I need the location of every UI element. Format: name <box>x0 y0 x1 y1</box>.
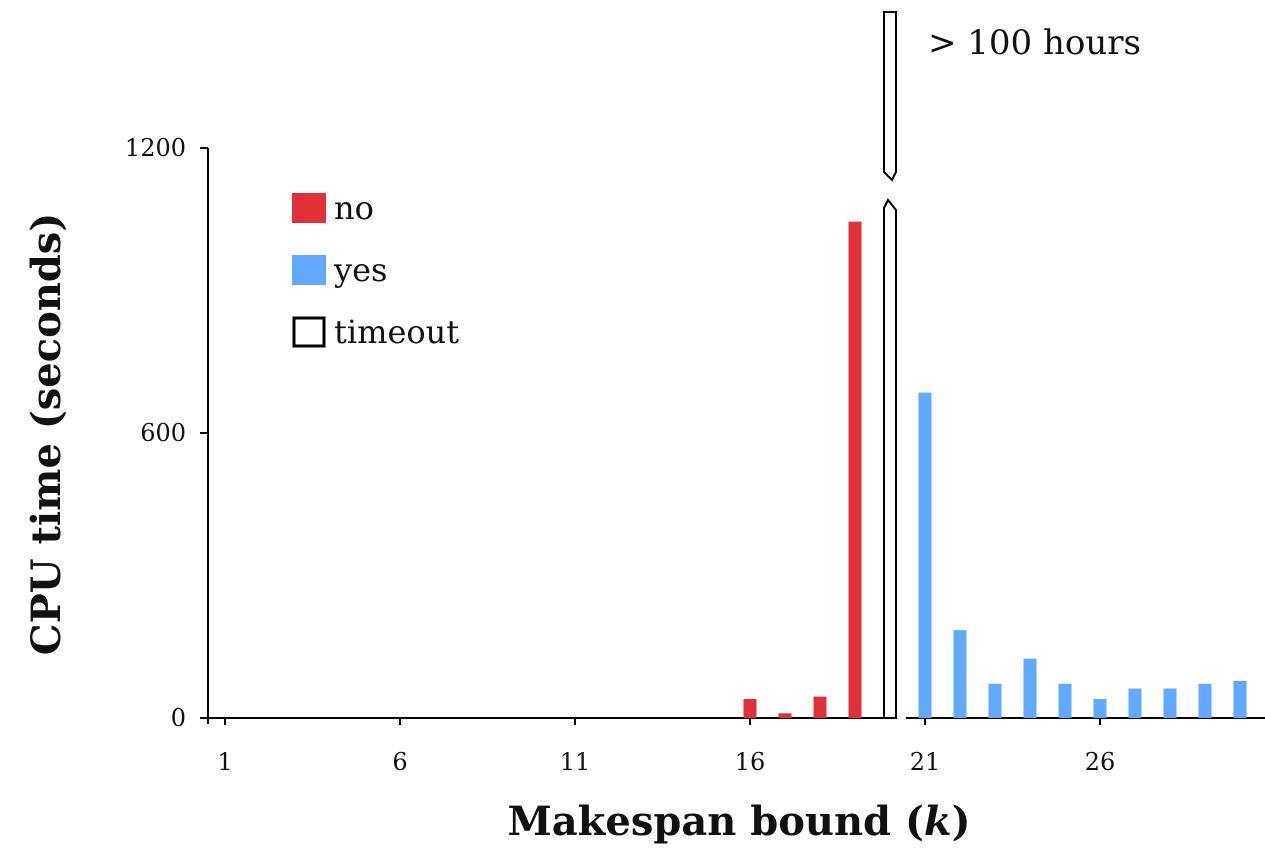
bar-timeout-lower <box>883 198 897 719</box>
y-tick-label: 0 <box>171 704 186 732</box>
x-axis-title-text: Makespan bound ( <box>507 798 923 844</box>
bar-no <box>778 713 792 718</box>
axes-group <box>207 148 1265 724</box>
x-tick-label: 6 <box>392 748 407 776</box>
bar-no <box>813 696 827 718</box>
y-ticks-group: 0 600 1200 <box>125 134 208 732</box>
bar-yes <box>1163 688 1177 718</box>
x-tick-label: 26 <box>1085 748 1116 776</box>
bar-no <box>848 221 862 718</box>
legend-label: yes <box>333 251 387 289</box>
legend-item-no: no <box>292 189 374 227</box>
x-axis-title-variable: k <box>924 798 952 844</box>
legend-swatch <box>292 193 326 223</box>
legend-swatch <box>292 255 326 285</box>
x-axis-title-close: ) <box>952 798 971 844</box>
timeout-annotation: > 100 hours <box>928 23 1141 63</box>
legend-label: no <box>334 189 374 227</box>
x-axis-title: Makespan bound (k) <box>507 798 970 844</box>
bar-yes <box>918 392 932 718</box>
x-tick-label: 1 <box>217 748 232 776</box>
x-tick-label: 21 <box>910 748 941 776</box>
bars-group <box>743 11 1247 719</box>
y-axis-title: CPU time (seconds) <box>23 213 70 656</box>
bar-yes <box>1198 683 1212 718</box>
y-tick-label: 1200 <box>125 134 186 162</box>
bar-yes <box>1233 680 1247 718</box>
legend: no yes timeout <box>292 189 459 351</box>
legend-label: timeout <box>334 313 459 351</box>
x-tick-label: 16 <box>735 748 766 776</box>
bar-yes <box>1128 688 1142 718</box>
legend-item-timeout: timeout <box>292 313 459 351</box>
bar-yes <box>1023 658 1037 718</box>
y-tick-label: 600 <box>140 419 186 447</box>
bar-yes <box>1058 683 1072 718</box>
bar-yes <box>988 683 1002 718</box>
bar-timeout-upper <box>883 11 897 182</box>
x-ticks-group: 1 6 11 16 21 26 <box>217 718 1115 776</box>
x-tick-label: 11 <box>560 748 591 776</box>
bar-no <box>743 699 757 718</box>
legend-swatch <box>292 316 326 348</box>
legend-item-yes: yes <box>292 251 387 289</box>
bar-yes <box>953 630 967 718</box>
bar-yes <box>1093 699 1107 718</box>
